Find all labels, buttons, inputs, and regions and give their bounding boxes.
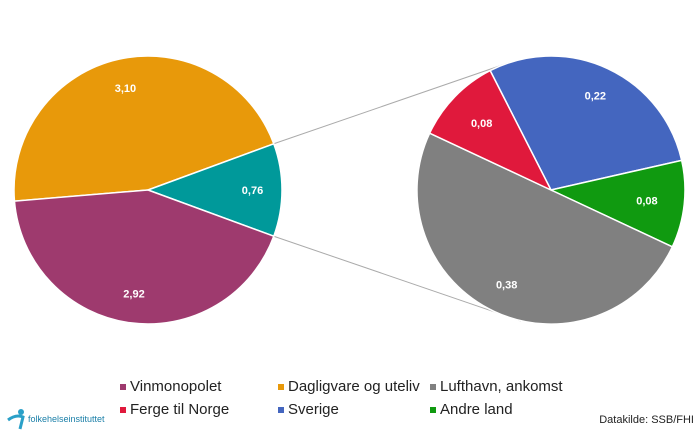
legend-swatch — [120, 383, 126, 390]
legend-swatch — [120, 406, 126, 413]
legend-item: Sverige — [278, 401, 430, 418]
data-label: 0,76 — [242, 185, 263, 197]
data-label: 3,10 — [115, 83, 136, 95]
legend-item: Andre land — [430, 401, 600, 418]
pie-slice-dagligvare-og-uteliv — [13, 55, 275, 202]
legend: Vinmonopolet Dagligvare og uteliv Luftha… — [120, 378, 600, 418]
legend-swatch — [430, 383, 436, 390]
legend-swatch — [278, 406, 284, 413]
data-label: 0,08 — [636, 195, 657, 207]
pie-slice-sverige — [489, 55, 683, 191]
legend-label: Vinmonopolet — [130, 378, 222, 395]
legend-item: Lufthavn, ankomst — [430, 378, 600, 395]
legend-item: Vinmonopolet — [120, 378, 278, 395]
legend-item: Ferge til Norge — [120, 401, 278, 418]
data-label: 0,08 — [471, 118, 492, 130]
legend-label: Dagligvare og uteliv — [288, 378, 420, 395]
connector-line-top — [273, 61, 512, 145]
data-label: 0,22 — [585, 90, 606, 102]
pie-slice-vinmonopolet — [13, 189, 275, 325]
pie-slice-other-split- — [145, 142, 283, 238]
data-label: 2,92 — [123, 289, 144, 301]
legend-label: Andre land — [440, 401, 513, 418]
connector-line-bottom — [273, 235, 522, 322]
legend-swatch — [430, 406, 436, 413]
legend-label: Ferge til Norge — [130, 401, 230, 418]
logo-text: folkehelseinstituttet — [28, 414, 105, 424]
logo-figure-icon — [7, 409, 25, 430]
pie-slice-lufthavn-ankomst — [416, 132, 674, 325]
legend-swatch — [278, 383, 284, 390]
legend-item: Dagligvare og uteliv — [278, 378, 430, 395]
legend-label: Sverige — [288, 401, 339, 418]
source-note: Datakilde: SSB/FHI — [599, 414, 694, 426]
fhi-logo: folkehelseinstituttet — [6, 408, 105, 430]
pie-slice-andre-land — [548, 159, 686, 248]
pie-slice-ferge-til-norge — [428, 69, 553, 192]
legend-label: Lufthavn, ankomst — [440, 378, 563, 395]
data-label: 0,38 — [496, 280, 517, 292]
